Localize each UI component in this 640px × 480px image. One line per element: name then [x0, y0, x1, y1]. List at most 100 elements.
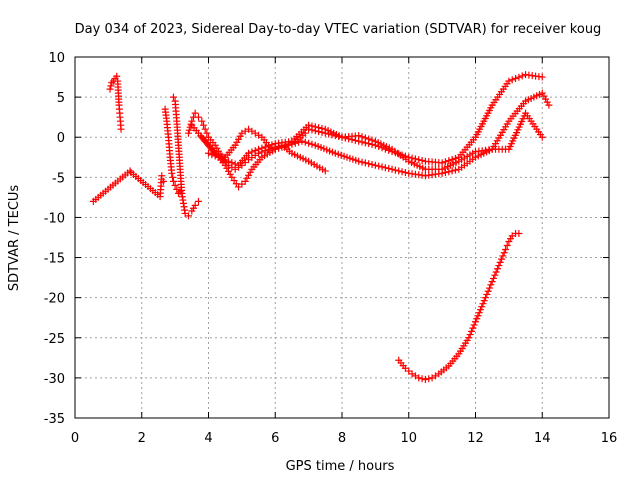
data-point: [453, 352, 461, 360]
data-point: [477, 306, 485, 314]
data-point: [225, 157, 233, 165]
data-point: [401, 169, 409, 177]
data-point: [106, 85, 114, 93]
data-point: [206, 143, 214, 151]
data-point: [226, 170, 234, 178]
data-point: [388, 148, 396, 156]
data-point: [208, 151, 216, 159]
y-axis-label: SDTVAR / TECUs: [7, 185, 22, 292]
data-point: [473, 315, 481, 323]
data-point: [502, 145, 510, 153]
data-point: [418, 375, 426, 383]
data-point: [209, 147, 217, 155]
data-point: [496, 258, 504, 266]
data-point: [187, 120, 195, 128]
data-point: [495, 262, 503, 270]
data-point: [305, 125, 313, 133]
data-point: [199, 135, 207, 143]
data-point: [164, 130, 172, 138]
data-point: [355, 137, 363, 145]
data-point: [535, 73, 543, 81]
data-point: [315, 128, 323, 136]
data-point: [494, 265, 502, 273]
data-point: [295, 138, 303, 146]
data-point: [466, 331, 474, 339]
data-point: [189, 204, 197, 212]
data-point: [418, 171, 426, 179]
data-point: [201, 125, 209, 133]
data-point: [258, 144, 266, 152]
data-point: [169, 177, 177, 185]
data-point: [108, 79, 116, 87]
data-point: [352, 156, 360, 164]
data-point: [185, 126, 193, 134]
data-point: [503, 80, 511, 88]
data-point: [398, 151, 406, 159]
data-point: [328, 148, 336, 156]
data-point: [174, 138, 182, 146]
data-point: [451, 166, 459, 174]
data-point: [335, 132, 343, 140]
data-point: [169, 93, 177, 101]
data-point: [445, 157, 453, 165]
data-point: [385, 146, 393, 154]
x-axis-label: GPS time / hours: [286, 459, 395, 474]
y-tick-label: -30: [44, 372, 65, 387]
data-point: [399, 362, 407, 370]
data-point: [255, 131, 263, 139]
data-point: [405, 367, 413, 375]
data-point: [545, 101, 553, 109]
y-tick-label: 0: [57, 131, 65, 146]
data-point: [395, 150, 403, 158]
x-tick-label: 12: [467, 431, 484, 446]
chart-title: Day 034 of 2023, Sidereal Day-to-day VTE…: [75, 22, 602, 37]
data-point: [470, 321, 478, 329]
data-point: [236, 132, 244, 140]
data-point: [498, 255, 506, 263]
data-point: [308, 140, 316, 148]
y-tick-label: -15: [44, 252, 65, 267]
data-point: [361, 139, 369, 147]
data-point: [115, 98, 123, 106]
data-point: [375, 162, 383, 170]
data-point: [479, 300, 487, 308]
data-point: [189, 113, 197, 121]
data-point: [365, 160, 373, 168]
data-point: [378, 163, 386, 171]
data-point: [262, 139, 270, 147]
data-point: [176, 188, 184, 196]
x-tick-labels: 0 2 4 6 8 10 12 14 16: [71, 431, 617, 446]
data-point: [205, 149, 212, 157]
data-point: [225, 167, 233, 175]
data-point: [515, 73, 523, 81]
data-point: [199, 121, 207, 129]
data-point: [285, 140, 293, 148]
data-point: [535, 90, 543, 98]
data-point: [415, 156, 423, 164]
data-point: [480, 297, 488, 305]
data-point: [328, 131, 336, 139]
data-point: [256, 156, 264, 164]
data-point: [167, 166, 175, 174]
data-point: [184, 212, 192, 220]
data-point: [474, 312, 482, 320]
data-point: [178, 186, 186, 194]
data-point: [301, 138, 309, 146]
data-point: [441, 158, 449, 166]
data-point: [491, 271, 499, 279]
data-point: [114, 86, 122, 94]
data-point: [245, 171, 253, 179]
y-tick-label: -10: [44, 211, 65, 226]
data-point: [469, 149, 477, 157]
data-point: [425, 375, 433, 383]
data-point: [171, 181, 179, 189]
y-tick-label: 10: [48, 51, 65, 66]
data-point: [215, 151, 223, 159]
data-point: [184, 129, 192, 137]
data-point: [419, 164, 427, 172]
data-point: [378, 144, 386, 152]
data-point: [203, 129, 211, 137]
data-point: [107, 82, 115, 90]
data-point: [209, 139, 217, 147]
